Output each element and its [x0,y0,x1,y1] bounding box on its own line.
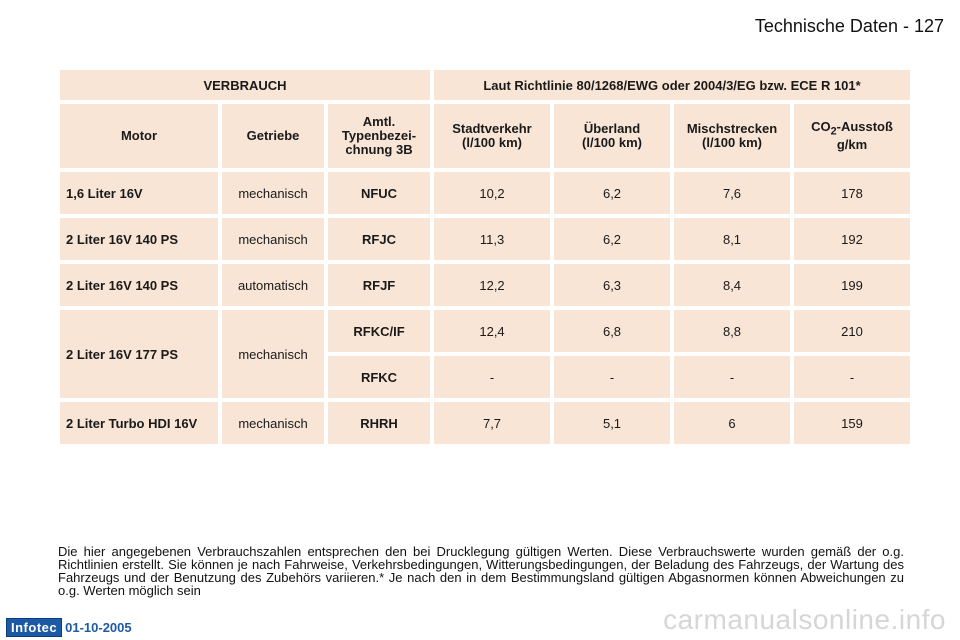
cell-getriebe: mechanisch [222,172,324,214]
cell-motor: 2 Liter Turbo HDI 16V [60,402,218,444]
table-title-row: VERBRAUCH Laut Richtlinie 80/1268/EWG od… [60,70,911,100]
cell-motor: 2 Liter 16V 177 PS [60,310,218,398]
cell-getriebe: mechanisch [222,402,324,444]
cell-getriebe: mechanisch [222,218,324,260]
cell-co2: 159 [794,402,911,444]
footnote-text: Die hier angegebenen Verbrauchszahlen en… [58,544,904,598]
cell-co2: 210 [794,310,911,352]
col-header-ueberland: Überland (l/100 km) [554,104,671,168]
page-title: Technische Daten - 127 [754,16,944,36]
cell-co2: 192 [794,218,911,260]
cell-getriebe: mechanisch [222,310,324,398]
col-header-stadt: Stadtverkehr (l/100 km) [434,104,551,168]
cell-misch: 7,6 [674,172,791,214]
cell-ueberland: 6,3 [554,264,671,306]
col-header-motor: Motor [60,104,218,168]
cell-typ: RFJF [328,264,431,306]
cell-misch: 8,8 [674,310,791,352]
cell-typ: RFJC [328,218,431,260]
cell-motor: 2 Liter 16V 140 PS [60,264,218,306]
cell-ueberland: 5,1 [554,402,671,444]
cell-typ: RHRH [328,402,431,444]
table-row: 2 Liter 16V 140 PS mechanisch RFJC 11,3 … [60,218,911,260]
cell-typ: RFKC/IF [328,310,431,352]
cell-misch: 8,1 [674,218,791,260]
footer-date: 01-10-2005 [65,619,132,635]
cell-stadt: 11,3 [434,218,551,260]
cell-motor: 2 Liter 16V 140 PS [60,218,218,260]
cell-stadt: 12,4 [434,310,551,352]
table-title-left: VERBRAUCH [60,70,431,100]
col-header-typ: Amtl. Typenbezei- chnung 3B [328,104,431,168]
cell-motor: 1,6 Liter 16V [60,172,218,214]
cell-stadt: 10,2 [434,172,551,214]
table-title-right: Laut Richtlinie 80/1268/EWG oder 2004/3/… [434,70,911,100]
cell-misch: - [674,356,791,398]
cell-ueberland: 6,2 [554,172,671,214]
cell-co2: 178 [794,172,911,214]
watermark: carmanualsonline.info [663,604,946,635]
cell-ueberland: - [554,356,671,398]
cell-ueberland: 6,8 [554,310,671,352]
cell-ueberland: 6,2 [554,218,671,260]
consumption-table: VERBRAUCH Laut Richtlinie 80/1268/EWG od… [56,66,914,448]
footer: Infotec 01-10-2005 [6,617,132,637]
col-header-misch: Mischstrecken (l/100 km) [674,104,791,168]
cell-getriebe: automatisch [222,264,324,306]
cell-co2: - [794,356,911,398]
cell-typ: RFKC [328,356,431,398]
column-header-row: Motor Getriebe Amtl. Typenbezei- chnung … [60,104,911,168]
table-row: 1,6 Liter 16V mechanisch NFUC 10,2 6,2 7… [60,172,911,214]
col-header-getriebe: Getriebe [222,104,324,168]
cell-stadt: 12,2 [434,264,551,306]
table-row: RFKC - - - - [60,356,911,398]
cell-co2: 199 [794,264,911,306]
table-row: 2 Liter 16V 140 PS automatisch RFJF 12,2… [60,264,911,306]
infotec-logo: Infotec [6,617,63,637]
table-row: 2 Liter Turbo HDI 16V mechanisch RHRH 7,… [60,402,911,444]
col-header-co2: CO2-Ausstoß g/km [794,104,911,168]
table-row: 2 Liter 16V 177 PS mechanisch RFKC/IF 12… [60,310,911,398]
cell-misch: 8,4 [674,264,791,306]
cell-typ: NFUC [328,172,431,214]
cell-misch: 6 [674,402,791,444]
cell-stadt: - [434,356,551,398]
cell-stadt: 7,7 [434,402,551,444]
